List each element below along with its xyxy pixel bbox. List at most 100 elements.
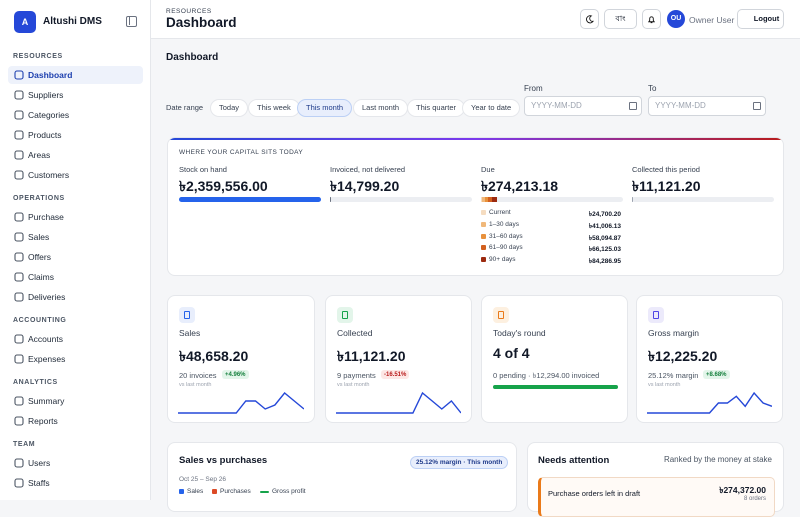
- nav-icon-shape: [14, 272, 24, 282]
- kpi-icon-glyph: [184, 311, 190, 319]
- date-range-label: Date range: [166, 103, 204, 112]
- attention-item[interactable]: Purchase orders left in draft ৳274,372.00…: [538, 477, 775, 517]
- nav-item[interactable]: Claims: [8, 268, 143, 286]
- sparkline: [178, 392, 304, 414]
- nav-item[interactable]: Suppliers: [8, 86, 143, 104]
- capital-bar: [330, 197, 331, 202]
- top-bar: RESOURCES Dashboard বাং OU Owner User Logout: [151, 0, 800, 39]
- date-range-option[interactable]: This month: [297, 99, 353, 117]
- nav-item[interactable]: Sales: [8, 228, 143, 246]
- nav-item[interactable]: Categories: [8, 106, 143, 124]
- nav-item[interactable]: Customers: [8, 166, 143, 184]
- aging-swatch: [481, 210, 486, 215]
- header-eyebrow: RESOURCES: [166, 8, 212, 15]
- nav-icon: [14, 70, 24, 80]
- date-range-option[interactable]: Last month: [353, 99, 409, 117]
- aging-value: ৳84,286.95: [588, 258, 621, 266]
- capital-card: WHERE YOUR CAPITAL SITS TODAY Stock on ha…: [167, 137, 784, 276]
- aging-label: 90+ days: [489, 256, 516, 264]
- capital-bar: [179, 197, 321, 202]
- date-range-option[interactable]: Today: [210, 99, 249, 117]
- nav-icon-shape: [14, 70, 24, 80]
- kpi-label: Gross margin: [648, 328, 700, 338]
- sparkline-line: [178, 392, 304, 414]
- nav-item[interactable]: Dashboard: [8, 66, 143, 84]
- nav-item[interactable]: Purchase: [8, 208, 143, 226]
- nav-item[interactable]: Summary: [8, 392, 143, 410]
- round-bar: [493, 385, 618, 389]
- legend-swatch: [212, 489, 217, 494]
- nav-icon-shape: [14, 354, 24, 364]
- nav-icon-shape: [14, 458, 24, 468]
- date-input[interactable]: YYYY-MM-DD: [524, 96, 642, 116]
- kpi-label: Today's round: [493, 328, 546, 338]
- nav-icon-shape: [14, 292, 24, 302]
- capital-label: Collected this period: [632, 165, 700, 174]
- header-title: Dashboard: [166, 15, 237, 30]
- kpi-card: Gross margin ৳12,225.20 25.12% margin +8.68…: [636, 295, 783, 423]
- aging-value: ৳41,006.13: [588, 222, 621, 230]
- date-range-option[interactable]: This week: [248, 99, 300, 117]
- margin-badge: 25.12% margin · This month: [410, 456, 509, 469]
- notifications-button[interactable]: [642, 9, 661, 29]
- nav-item[interactable]: Expenses: [8, 350, 143, 368]
- kpi-label: Sales: [179, 328, 201, 338]
- capital-accent: [168, 138, 783, 140]
- legend-swatch: [179, 489, 184, 494]
- kpi-change: -16.51%: [381, 370, 410, 379]
- nav-item[interactable]: Areas: [8, 146, 143, 164]
- collapse-divider: [129, 17, 131, 25]
- nav-icon: [14, 212, 24, 222]
- card-title: Sales vs purchases: [179, 455, 268, 466]
- nav-icon: [14, 110, 24, 120]
- nav-icon-shape: [14, 252, 24, 262]
- collapse-button[interactable]: [126, 16, 137, 27]
- sidebar: A Altushi DMS RESOURCES Dashboard Suppliers C…: [0, 0, 151, 500]
- language-button[interactable]: বাং: [604, 9, 637, 29]
- aging-swatch: [481, 257, 486, 263]
- capital-bar: [632, 197, 633, 202]
- nav-item[interactable]: Staffs: [8, 474, 143, 492]
- legend-label: Gross profit: [272, 488, 306, 495]
- nav-item[interactable]: Reports: [8, 412, 143, 430]
- nav-icon: [14, 354, 24, 364]
- calendar-icon: [753, 102, 761, 110]
- logout-button[interactable]: Logout: [737, 9, 784, 29]
- aging-segment: [488, 197, 493, 202]
- nav-icon: [14, 416, 24, 426]
- date-range-option[interactable]: This quarter: [407, 99, 466, 117]
- period: Oct 25 – Sep 26: [179, 476, 226, 483]
- capital-bar-track: [330, 197, 472, 202]
- sparkline-line: [647, 391, 772, 414]
- nav-icon-shape: [14, 150, 24, 160]
- nav-icon: [14, 478, 24, 488]
- nav-item[interactable]: Products: [8, 126, 143, 144]
- nav-icon: [14, 252, 24, 262]
- capital-value: ৳11,121.20: [632, 178, 701, 194]
- page-title: Dashboard: [166, 52, 219, 63]
- nav-icon-shape: [14, 212, 24, 222]
- kpi-change: +8.68%: [703, 370, 730, 379]
- nav-icon-shape: [14, 130, 24, 140]
- nav-section: ANALYTICS: [13, 379, 58, 386]
- date-range-option[interactable]: Year to date: [462, 99, 521, 117]
- nav-item[interactable]: Deliveries: [8, 288, 143, 306]
- nav-icon-shape: [14, 232, 24, 242]
- nav-item[interactable]: Accounts: [8, 330, 143, 348]
- nav-item[interactable]: Users: [8, 454, 143, 472]
- kpi-icon: [648, 307, 664, 323]
- nav-item[interactable]: Offers: [8, 248, 143, 266]
- aging-value: ৳66,125.03: [588, 246, 621, 254]
- date-input[interactable]: YYYY-MM-DD: [648, 96, 766, 116]
- nav-section: ACCOUNTING: [13, 317, 67, 324]
- kpi-count: 9 payments: [337, 371, 376, 380]
- capital-value: ৳14,799.20: [330, 178, 400, 194]
- nav-icon-shape: [14, 416, 24, 426]
- capital-bar-track: [632, 197, 774, 202]
- kpi-value: ৳11,121.20: [337, 348, 406, 364]
- capital-value: ৳2,359,556.00: [179, 178, 268, 194]
- theme-button[interactable]: [580, 9, 599, 29]
- moon-icon: [586, 15, 595, 24]
- aging-label: Current: [489, 209, 511, 216]
